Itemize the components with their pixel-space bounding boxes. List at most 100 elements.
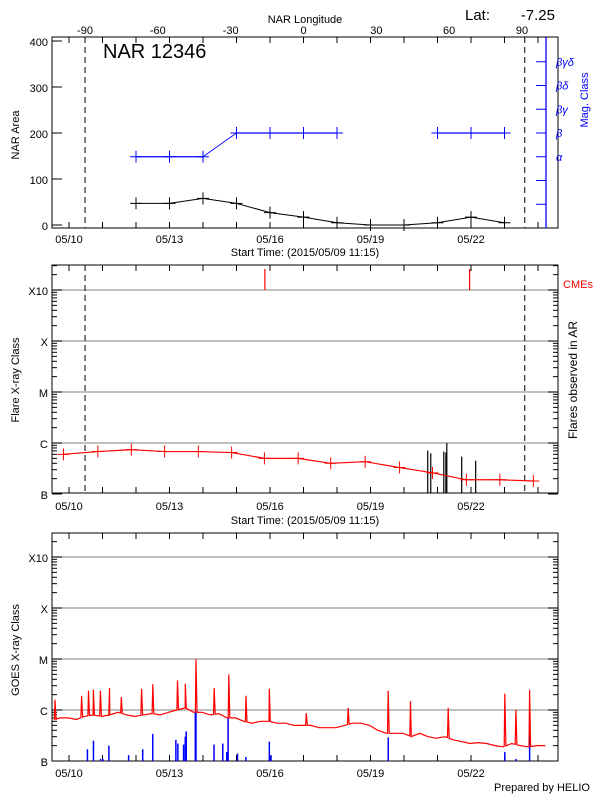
longitude-tick-label: -60	[150, 25, 166, 37]
background-flux-point	[426, 466, 439, 479]
area-point	[398, 219, 410, 231]
mag-class-point	[431, 127, 444, 139]
mag-class-tick-label: α	[556, 152, 563, 164]
mag-class-point	[498, 127, 511, 139]
mag-class-point	[230, 127, 243, 139]
mag-class-tick-label: βδ	[555, 81, 569, 93]
x-tick-label: 05/16	[256, 501, 284, 513]
longitude-tick-label: 30	[370, 25, 382, 37]
y-axis-label: NAR Area	[10, 110, 22, 160]
background-flux-point	[57, 448, 70, 461]
y-tick-label: X10	[28, 286, 48, 298]
longitude-axis-label: NAR Longitude	[268, 14, 343, 26]
area-point	[364, 219, 377, 231]
area-point	[230, 197, 243, 210]
background-flux-point	[460, 473, 473, 486]
mag-class-point	[331, 127, 343, 139]
area-line	[136, 197, 505, 226]
flare-class-panel: Flare X-ray Class Flares observed in AR …	[10, 264, 593, 527]
x-tick-label: 05/19	[357, 768, 385, 780]
background-flux-point	[493, 473, 506, 486]
y-tick-label: X	[41, 337, 49, 349]
longitude-tick-label: 90	[516, 25, 528, 37]
mag-class-tick-label: β	[555, 128, 563, 140]
mag-class-point	[197, 150, 209, 163]
y-tick-label: M	[39, 388, 48, 400]
x-axis-label: Start Time: (2015/05/09 11:15)	[231, 247, 379, 259]
footer-credit: Prepared by HELIO	[494, 782, 590, 794]
x-axis-label: Start Time: (2015/05/09 11:15)	[231, 515, 379, 527]
area-point	[197, 192, 209, 205]
y-axis-label: GOES X-ray Class	[10, 604, 22, 696]
y-axis-label: Flare X-ray Class	[10, 337, 22, 422]
y-tick-label: 300	[30, 83, 48, 95]
background-flux-point	[393, 461, 406, 474]
x-tick-label: 05/10	[55, 768, 83, 780]
latitude-value: -7.25	[521, 7, 555, 24]
area-point	[297, 211, 310, 224]
longitude-tick-label: 60	[443, 25, 455, 37]
longitude-tick-label: 0	[300, 25, 306, 37]
background-flux-point	[125, 443, 138, 456]
mag-class-point	[465, 127, 477, 139]
area-point	[331, 216, 343, 229]
area-point	[431, 216, 444, 229]
background-flux-point	[158, 445, 171, 458]
mag-class-line	[202, 132, 237, 158]
background-flux-point	[258, 452, 271, 465]
background-flux-point	[225, 446, 238, 459]
mag-class-tick-label: βγδ	[555, 57, 575, 69]
mag-class-point	[163, 150, 176, 163]
background-flux-point	[192, 445, 205, 458]
mag-class-point	[130, 150, 142, 163]
y-tick-label: C	[40, 439, 48, 451]
background-flux-point	[359, 455, 372, 468]
longitude-tick-label: -90	[77, 25, 93, 37]
background-flux-point	[324, 457, 337, 470]
x-tick-label: 05/22	[457, 501, 485, 513]
area-point	[163, 197, 176, 210]
longitude-tick-label: -30	[223, 25, 239, 37]
y-tick-label: B	[41, 490, 48, 502]
y-tick-label: 100	[30, 175, 48, 187]
goes-flux-line	[53, 659, 546, 748]
x-tick-label: 05/16	[256, 234, 284, 246]
region-title: NAR 12346	[103, 41, 206, 63]
x-tick-label: 05/13	[156, 234, 184, 246]
y-tick-label: X	[41, 604, 49, 616]
nar-area-panel: NAR 12346 Lat: -7.25 NAR Longitude NAR A…	[10, 7, 591, 259]
background-flux-point	[527, 474, 540, 487]
area-point	[498, 216, 511, 229]
x-tick-label: 05/22	[457, 234, 485, 246]
x-tick-label: 05/19	[357, 234, 385, 246]
y2-axis-label: Mag. Class	[579, 72, 591, 128]
area-point	[465, 211, 477, 224]
y-tick-label: B	[41, 757, 48, 769]
latitude-label: Lat:	[465, 7, 490, 24]
area-point	[130, 197, 142, 210]
x-tick-label: 05/10	[55, 501, 83, 513]
y-tick-label: X10	[28, 553, 48, 565]
mag-class-point	[264, 127, 276, 139]
y-tick-label: 0	[42, 221, 48, 233]
background-flux-point	[292, 452, 305, 465]
x-tick-label: 05/13	[156, 501, 184, 513]
mag-class-tick-label: βγ	[555, 104, 569, 116]
area-point	[264, 206, 276, 219]
x-tick-label: 05/16	[256, 768, 284, 780]
plot-frame	[51, 264, 559, 494]
y-tick-label: 400	[30, 37, 48, 49]
x-tick-label: 05/22	[457, 768, 485, 780]
goes-panel: GOES X-ray Class Prepared by HELIO B C M X X…	[10, 532, 590, 794]
x-tick-label: 05/19	[357, 501, 385, 513]
x-tick-label: 05/13	[156, 768, 184, 780]
y2-axis-label: Flares observed in AR	[566, 321, 580, 439]
cme-label: CMEs	[563, 279, 593, 291]
y-tick-label: 200	[30, 129, 48, 141]
x-tick-label: 05/10	[55, 234, 83, 246]
background-flux-point	[91, 445, 104, 458]
plot-frame	[51, 532, 559, 762]
y-tick-label: M	[39, 655, 48, 667]
mag-class-point	[297, 127, 310, 139]
